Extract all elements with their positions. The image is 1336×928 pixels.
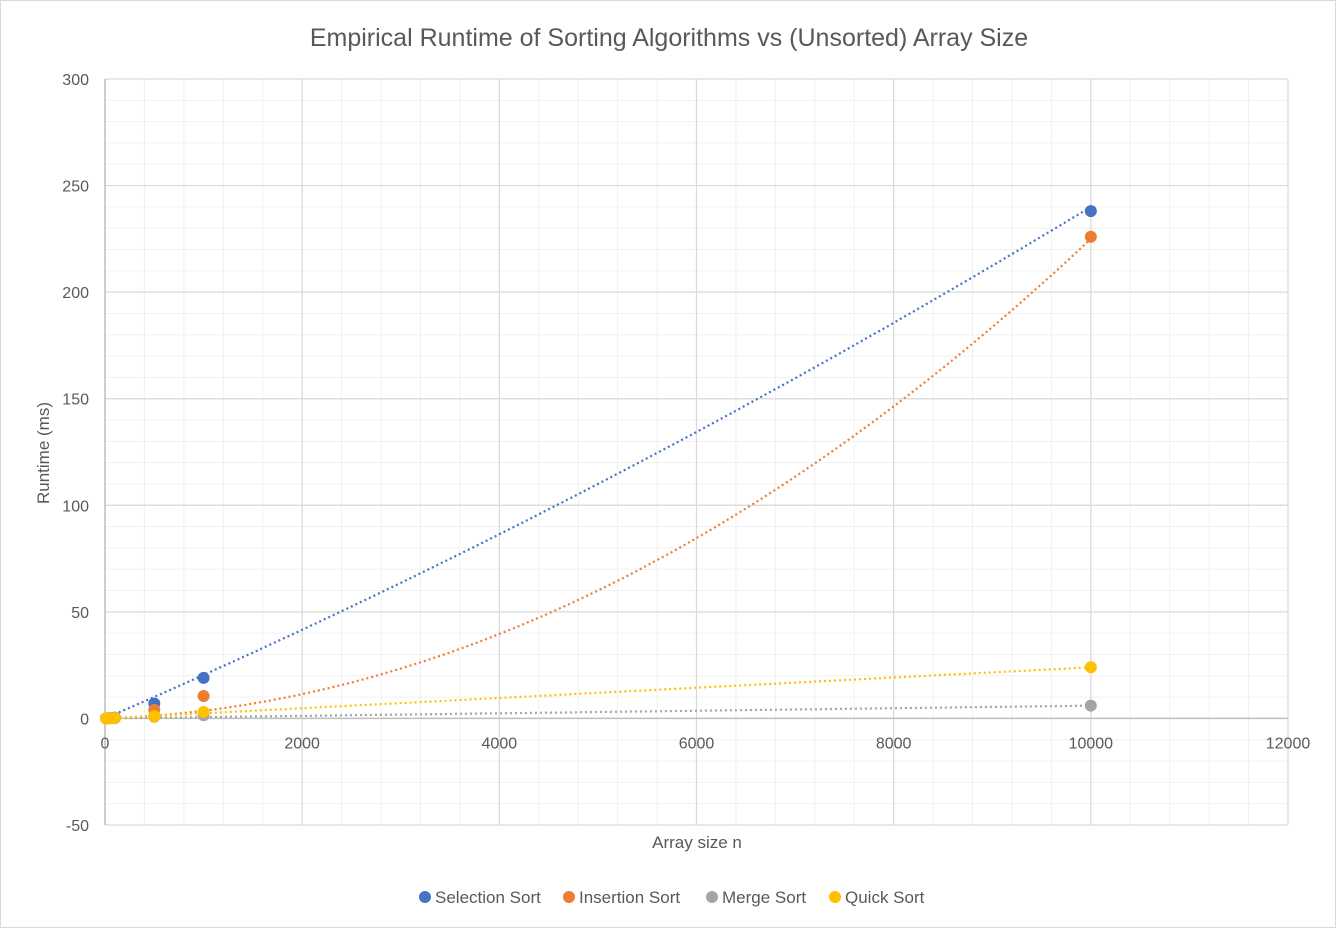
y-tick-label: -50 [66,818,89,835]
x-axis-title: Array size n [652,833,742,852]
y-tick-label: 50 [71,605,89,622]
axes [104,79,1288,825]
x-tick-label: 2000 [284,735,320,752]
trendline [104,238,1092,720]
legend-label: Merge Sort [722,888,806,907]
trendline [104,704,1091,720]
data-point [197,690,210,703]
data-point [1084,230,1097,243]
y-tick-label: 100 [62,498,89,515]
y-tick-label: 250 [62,179,89,196]
legend-item: Insertion Sort [563,888,680,907]
x-tick-label: 0 [101,735,110,752]
y-axis-title: Runtime (ms) [34,402,53,504]
y-tick-label: 200 [62,285,89,302]
legend-item: Merge Sort [706,888,806,907]
trendline [104,205,1092,720]
y-tick-label: 300 [62,72,89,89]
trendlines [104,205,1092,720]
x-tick-label: 6000 [679,735,715,752]
legend-label: Quick Sort [845,888,925,907]
data-point [1084,699,1097,712]
data-point [1084,205,1097,218]
y-tick-label: 150 [62,392,89,409]
legend-label: Insertion Sort [579,888,680,907]
data-point [197,706,210,719]
legend-item: Selection Sort [419,888,541,907]
data-point [1084,661,1097,674]
gridlines [104,78,1289,826]
trendline [104,666,1091,720]
legend-marker [563,891,575,903]
data-point [197,671,210,684]
legend-marker [706,891,718,903]
data-point [148,710,161,723]
legend-marker [829,891,841,903]
x-tick-label: 8000 [876,735,912,752]
data-point [108,712,121,725]
data-points [99,205,1097,725]
legend-marker [419,891,431,903]
x-tick-label: 4000 [482,735,518,752]
y-tick-label: 0 [80,711,89,728]
legend-label: Selection Sort [435,888,541,907]
legend-item: Quick Sort [829,888,925,907]
x-tick-label: 12000 [1266,735,1311,752]
x-tick-label: 10000 [1069,735,1114,752]
legend: Selection Sort Insertion Sort Merge Sort Qu… [419,888,925,907]
chart-title: Empirical Runtime of Sorting Algorithms … [310,24,1028,52]
tick-labels: 0 2000 4000 6000 8000 10000 12000 -50 0 50 100 150 2… [62,72,1310,835]
